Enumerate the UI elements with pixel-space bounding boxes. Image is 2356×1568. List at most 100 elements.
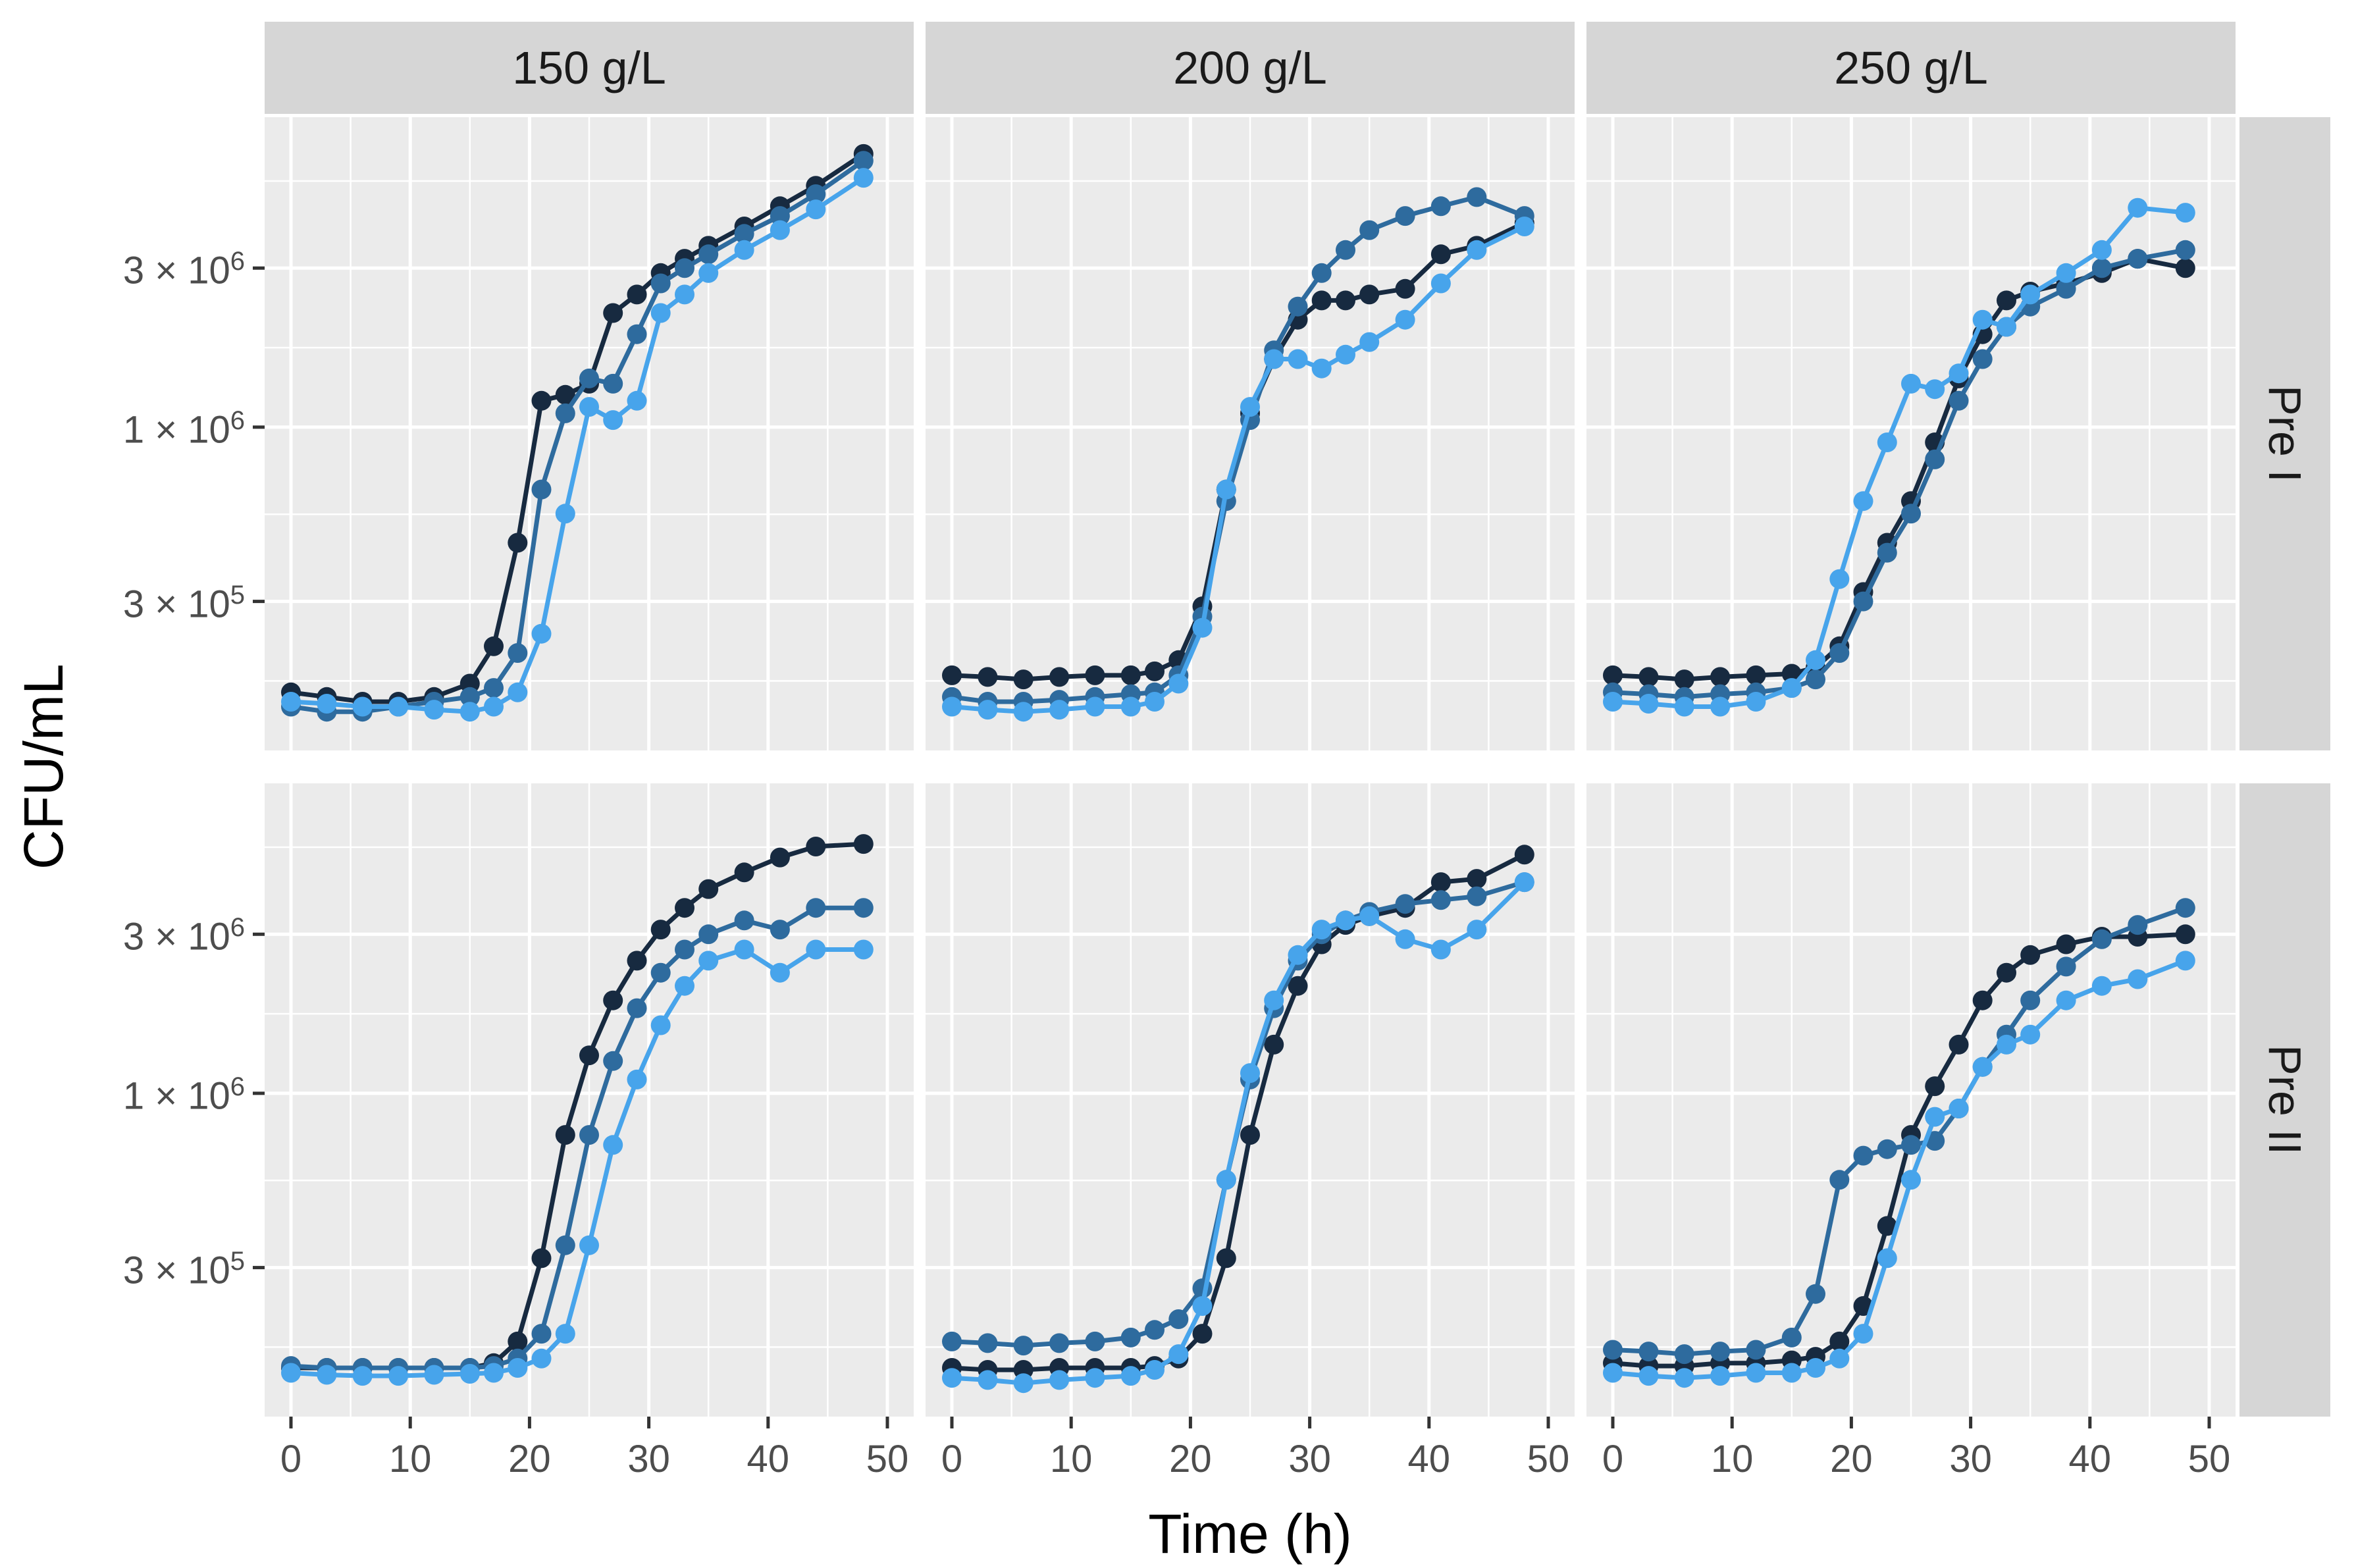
data-point-replicate-3 <box>1240 397 1260 417</box>
data-point-replicate-2 <box>1168 1309 1189 1329</box>
data-point-replicate-1 <box>484 636 504 656</box>
data-point-replicate-3 <box>806 199 826 220</box>
data-point-replicate-3 <box>2128 197 2148 218</box>
data-point-replicate-1 <box>853 834 874 854</box>
data-point-replicate-2 <box>1949 390 1969 411</box>
data-point-replicate-1 <box>698 879 719 899</box>
data-point-replicate-1 <box>1997 290 2016 311</box>
data-point-replicate-3 <box>1781 678 1802 698</box>
data-point-replicate-3 <box>531 623 552 644</box>
data-point-replicate-2 <box>1877 1139 1897 1159</box>
data-point-replicate-3 <box>734 939 754 960</box>
facet-strip-col-200gL: 200 g/L <box>926 22 1575 114</box>
data-point-replicate-3 <box>698 951 719 971</box>
x-tick-label: 50 <box>2187 1438 2231 1480</box>
x-tick-label: 30 <box>1288 1438 1331 1480</box>
data-point-replicate-3 <box>2056 263 2076 283</box>
data-point-replicate-3 <box>1514 872 1534 893</box>
data-point-replicate-1 <box>650 920 671 940</box>
data-point-replicate-3 <box>853 939 874 960</box>
data-point-replicate-2 <box>770 920 790 940</box>
data-point-replicate-2 <box>2056 278 2076 299</box>
y-tick-label: 3 × 105 <box>122 580 245 625</box>
data-point-replicate-3 <box>1853 1324 1873 1344</box>
panel-PreI-250gL <box>1586 117 2236 750</box>
data-point-replicate-3 <box>531 1348 552 1369</box>
data-point-replicate-3 <box>978 1370 998 1390</box>
data-point-replicate-1 <box>555 384 575 405</box>
data-point-replicate-3 <box>1997 1034 2016 1055</box>
data-point-replicate-3 <box>603 1135 623 1155</box>
data-point-replicate-2 <box>555 1235 575 1255</box>
data-point-replicate-3 <box>734 240 754 260</box>
data-point-replicate-3 <box>1216 1170 1236 1190</box>
data-point-replicate-2 <box>734 910 754 931</box>
data-point-replicate-3 <box>1395 309 1415 330</box>
x-tick-label: 30 <box>627 1438 670 1480</box>
data-point-replicate-2 <box>1013 1336 1034 1356</box>
data-point-replicate-3 <box>1168 1344 1189 1365</box>
data-point-replicate-3 <box>1013 702 1034 722</box>
data-point-replicate-3 <box>459 702 480 722</box>
x-tick-label: 10 <box>1710 1438 1754 1480</box>
data-point-replicate-3 <box>424 1365 444 1385</box>
data-point-replicate-3 <box>2091 240 2112 260</box>
data-point-replicate-1 <box>531 1248 552 1268</box>
data-point-replicate-2 <box>555 403 575 423</box>
data-point-replicate-1 <box>942 665 962 685</box>
data-point-replicate-1 <box>770 847 790 868</box>
data-point-replicate-2 <box>1288 296 1308 317</box>
data-point-replicate-3 <box>1514 217 1534 236</box>
data-point-replicate-2 <box>1829 1170 1850 1190</box>
data-point-replicate-3 <box>1145 1360 1165 1380</box>
data-point-replicate-2 <box>806 184 826 204</box>
data-point-replicate-1 <box>1049 667 1070 687</box>
data-point-replicate-2 <box>1853 591 1873 612</box>
x-tick-label: 20 <box>508 1438 551 1480</box>
data-point-replicate-3 <box>1168 673 1189 694</box>
data-point-replicate-3 <box>942 696 962 717</box>
y-tick-label: 3 × 106 <box>122 913 245 958</box>
data-point-replicate-1 <box>1085 665 1105 685</box>
data-point-replicate-1 <box>2175 258 2195 278</box>
data-point-replicate-2 <box>1806 1284 1825 1304</box>
data-point-replicate-3 <box>1638 694 1659 714</box>
data-point-replicate-1 <box>627 951 647 971</box>
data-point-replicate-2 <box>627 324 647 344</box>
data-point-replicate-1 <box>1949 1034 1969 1055</box>
data-point-replicate-3 <box>1430 273 1451 294</box>
x-tick-label: 10 <box>388 1438 432 1480</box>
x-tick-label: 50 <box>1527 1438 1570 1480</box>
data-point-replicate-1 <box>1710 667 1731 687</box>
data-point-replicate-1 <box>734 862 754 883</box>
data-point-replicate-2 <box>531 479 552 500</box>
data-point-replicate-2 <box>675 258 694 278</box>
data-point-replicate-3 <box>1359 906 1380 926</box>
x-tick-label: 20 <box>1169 1438 1212 1480</box>
data-point-replicate-3 <box>388 1366 409 1386</box>
data-point-replicate-3 <box>508 682 528 702</box>
data-point-replicate-3 <box>281 692 301 712</box>
data-point-replicate-3 <box>1467 920 1487 940</box>
data-point-replicate-3 <box>770 962 790 983</box>
data-point-replicate-3 <box>1746 1363 1766 1383</box>
data-point-replicate-2 <box>978 1333 998 1353</box>
panel-PreI-150gL <box>265 117 914 750</box>
facet-strip-col-250gL: 250 g/L <box>1586 22 2236 114</box>
data-point-replicate-2 <box>579 368 599 388</box>
data-point-replicate-3 <box>2020 284 2041 305</box>
data-point-replicate-2 <box>2091 929 2112 949</box>
data-point-replicate-2 <box>1603 1340 1623 1360</box>
data-point-replicate-2 <box>1710 1342 1731 1362</box>
data-point-replicate-3 <box>1288 945 1308 965</box>
data-point-replicate-2 <box>2175 898 2195 918</box>
data-point-replicate-2 <box>675 939 694 960</box>
data-point-replicate-3 <box>459 1364 480 1384</box>
data-point-replicate-2 <box>806 898 826 918</box>
data-point-replicate-3 <box>2175 203 2195 223</box>
data-point-replicate-1 <box>1829 1331 1850 1351</box>
data-point-replicate-2 <box>531 1324 552 1344</box>
data-point-replicate-3 <box>770 220 790 240</box>
data-point-replicate-3 <box>650 1015 671 1035</box>
data-point-replicate-1 <box>675 898 694 918</box>
